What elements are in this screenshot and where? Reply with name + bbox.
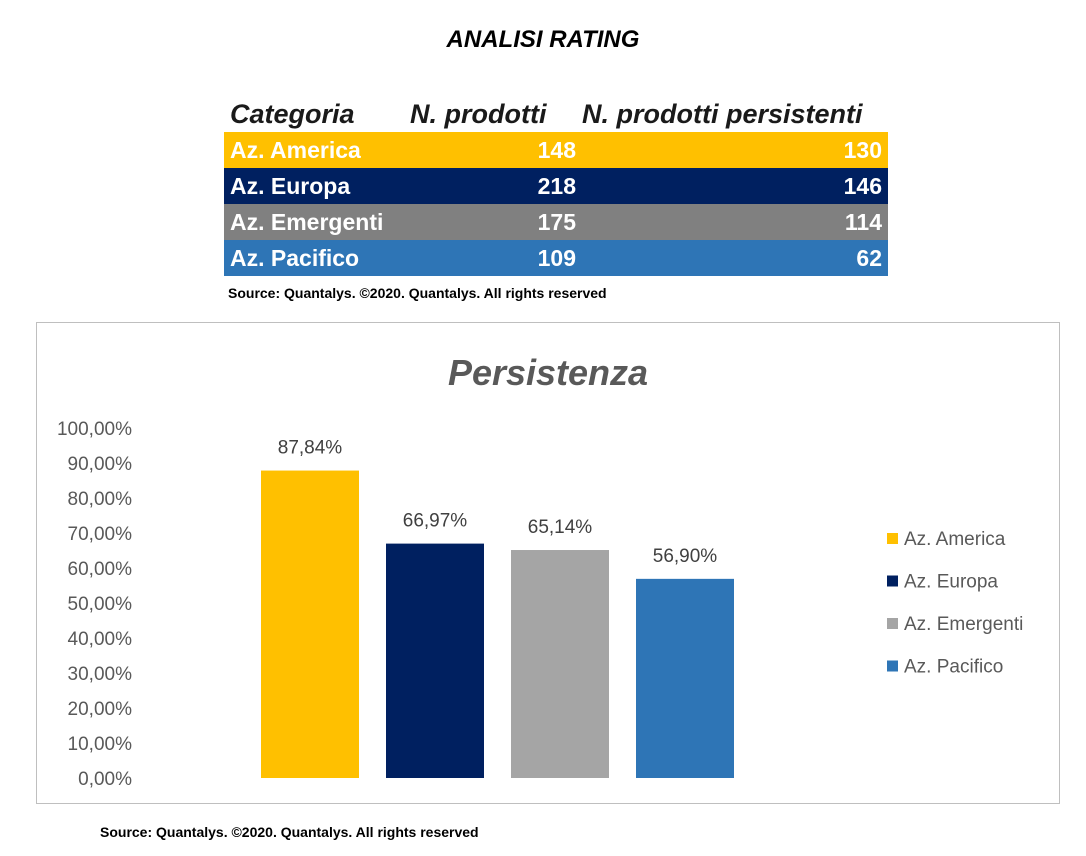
row-persistent: 146 xyxy=(843,172,882,199)
row-products: 175 xyxy=(537,208,576,235)
bar-az-pacifico xyxy=(636,578,734,778)
column-header-category: Categoria xyxy=(230,98,355,129)
column-header-products: N. prodotti xyxy=(410,98,547,129)
y-tick-label: 90,00% xyxy=(68,454,133,475)
bar-az-america xyxy=(261,470,359,778)
persistence-chart: Persistenza 0,00% 10,00% 20,00% 30,00% 40,00%… xyxy=(36,322,1060,804)
row-persistent: 62 xyxy=(856,244,882,271)
column-header-persistent: N. prodotti persistenti xyxy=(582,98,863,129)
report-title: ANALISI RATING xyxy=(446,26,640,53)
row-category: Az. Emergenti xyxy=(230,208,384,235)
data-label: 56,90% xyxy=(653,546,718,567)
y-tick-label: 0,00% xyxy=(78,769,132,790)
y-tick-label: 50,00% xyxy=(68,594,133,615)
y-tick-label: 40,00% xyxy=(68,629,133,650)
table-row: Az. Pacifico 109 62 xyxy=(224,240,888,276)
chart-source-note: Source: Quantalys. ©2020. Quantalys. All… xyxy=(100,824,479,840)
bar-az-emergenti xyxy=(511,550,609,778)
legend-label: Az. Europa xyxy=(904,572,998,593)
y-tick-label: 30,00% xyxy=(68,664,133,685)
table-row: Az. Europa 218 146 xyxy=(224,168,888,204)
y-tick-label: 70,00% xyxy=(68,524,133,545)
table-row: Az. Emergenti 175 114 xyxy=(224,204,888,240)
row-persistent: 130 xyxy=(843,136,882,163)
y-tick-label: 80,00% xyxy=(68,489,133,510)
bar-az-europa xyxy=(386,543,484,778)
legend-label: Az. America xyxy=(904,529,1006,550)
legend-label: Az. Pacifico xyxy=(904,657,1003,678)
y-tick-label: 20,00% xyxy=(68,699,133,720)
table-row: Az. America 148 130 xyxy=(224,132,888,168)
legend-label: Az. Emergenti xyxy=(904,614,1023,635)
legend-swatch xyxy=(887,533,898,544)
row-category: Az. America xyxy=(230,136,361,163)
y-tick-label: 100,00% xyxy=(57,419,132,440)
row-category: Az. Europa xyxy=(230,172,351,199)
y-tick-label: 60,00% xyxy=(68,559,133,580)
legend-swatch xyxy=(887,575,898,587)
chart-title: Persistenza xyxy=(448,352,648,393)
data-label: 66,97% xyxy=(403,511,468,532)
row-products: 218 xyxy=(537,172,576,199)
data-label: 65,14% xyxy=(528,517,593,538)
row-products: 109 xyxy=(537,244,576,271)
y-tick-label: 10,00% xyxy=(68,734,133,755)
row-category: Az. Pacifico xyxy=(230,244,360,271)
legend-swatch xyxy=(887,618,898,629)
row-persistent: 114 xyxy=(844,208,882,235)
data-label: 87,84% xyxy=(278,438,343,459)
chart-canvas: Persistenza 0,00% 10,00% 20,00% 30,00% 40,00%… xyxy=(57,352,1023,790)
table-header-row: Categoria N. prodotti N. prodotti persis… xyxy=(224,96,888,132)
table-source-note: Source: Quantalys. ©2020. Quantalys. All… xyxy=(228,285,607,301)
rating-table: Categoria N. prodotti N. prodotti persis… xyxy=(224,96,888,276)
row-products: 148 xyxy=(537,136,576,163)
legend-swatch xyxy=(887,660,898,672)
